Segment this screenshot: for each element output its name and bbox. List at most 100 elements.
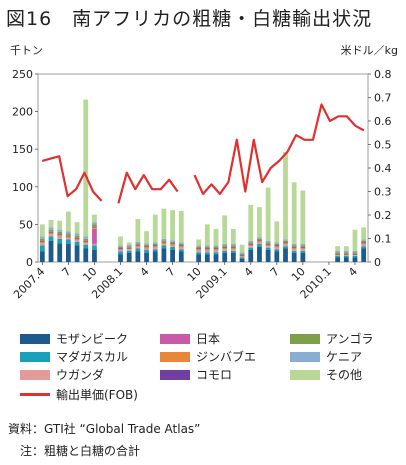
bar-segment — [248, 204, 254, 241]
bar-segment — [126, 252, 132, 262]
bar-segment — [257, 246, 262, 262]
legend-item: その他 — [290, 366, 362, 383]
bar-segment — [239, 253, 245, 256]
bar-segment — [57, 243, 63, 262]
bar-segment — [152, 247, 158, 250]
x-axis-tick-label: 4 — [346, 265, 360, 279]
bar-segment — [343, 246, 349, 251]
bar-segment — [66, 239, 71, 244]
bar-segment — [66, 233, 71, 236]
bar-segment — [178, 210, 184, 243]
bar-segment — [231, 245, 236, 247]
bar-segment — [343, 255, 349, 258]
bar-segment — [300, 247, 306, 250]
bar-segment — [135, 241, 141, 244]
bar-segment — [92, 222, 97, 225]
bar-segment — [257, 240, 262, 241]
bar-segment — [48, 227, 54, 230]
bar-segment — [300, 245, 306, 247]
bar-segment — [291, 246, 297, 248]
bar-segment — [74, 240, 80, 242]
bar-segment — [92, 245, 97, 250]
bar-segment — [283, 240, 288, 243]
bar-segment — [248, 246, 254, 248]
bar-segment — [144, 246, 149, 247]
right-axis-tick-label: 0.8 — [374, 68, 392, 81]
legend-label: 日本 — [196, 332, 221, 346]
bar-segment — [274, 246, 280, 248]
bar-segment — [196, 246, 202, 249]
bar-segment — [135, 246, 141, 249]
bar-segment — [144, 246, 149, 249]
legend-label: その他 — [326, 368, 363, 382]
bar-segment — [66, 211, 71, 232]
bar-segment — [144, 249, 149, 253]
bar-segment — [66, 235, 71, 237]
bar-segment — [178, 249, 184, 252]
bar-segment — [239, 258, 245, 262]
bar-segment — [239, 255, 245, 256]
bar-segment — [48, 229, 54, 232]
bar-segment — [291, 249, 297, 251]
bar-segment — [257, 207, 262, 238]
bar-segment — [361, 243, 367, 245]
bar-segment — [283, 246, 288, 249]
bar-segment — [74, 235, 80, 238]
left-axis-tick-label: 100 — [12, 181, 33, 194]
bar-segment — [118, 254, 123, 262]
bar-segment — [161, 242, 167, 244]
bar-segment — [152, 249, 158, 252]
footnote: 注：粗糖と白糖の合計 — [20, 444, 141, 458]
bar-segment — [343, 250, 349, 253]
bar-segment — [144, 243, 149, 245]
bar-segment — [66, 231, 71, 234]
bar-segment — [196, 248, 202, 250]
bar-segment — [118, 248, 123, 250]
legend-label: コモロ — [196, 368, 233, 382]
legend-item: マダガスカル — [20, 348, 128, 365]
bar-segment — [152, 243, 158, 246]
bar-segment — [48, 236, 54, 241]
x-axis-tick-label: 4 — [242, 265, 256, 279]
legend-swatch — [20, 351, 50, 362]
bar-segment — [265, 244, 271, 247]
bar-segment — [231, 249, 236, 251]
bar-segment — [161, 243, 167, 246]
bar-segment — [300, 250, 306, 253]
right-axis-tick-label: 0.7 — [374, 92, 392, 105]
left-axis-tick-label: 250 — [12, 68, 33, 81]
bar-segment — [126, 244, 132, 247]
left-axis-tick-label: 50 — [19, 218, 33, 231]
bar-segment — [291, 243, 297, 246]
bar-segment — [170, 210, 175, 241]
bar-segment — [118, 246, 123, 249]
bar-segment — [291, 252, 297, 262]
bar-segment — [118, 249, 123, 250]
bar-segment — [161, 208, 167, 239]
x-axis-tick-label: 10 — [80, 265, 99, 284]
right-axis-tick-label: 0.1 — [374, 233, 392, 246]
legend-item: コモロ — [160, 366, 232, 383]
bar-segment — [152, 245, 158, 247]
bar-segment — [222, 252, 228, 262]
bar-segment — [291, 245, 297, 247]
bar-segment — [135, 243, 141, 245]
bar-segment — [74, 222, 80, 234]
bar-segment — [48, 219, 54, 228]
bar-segment — [178, 251, 184, 262]
bar-segment — [274, 249, 280, 252]
bar-segment — [57, 234, 63, 237]
bar-segment — [161, 238, 167, 241]
legend-label: アンゴラ — [326, 332, 374, 346]
bar-segment — [57, 231, 63, 235]
bar-segment — [161, 240, 167, 242]
bar-segment — [178, 246, 184, 248]
x-axis-tick-label: 10 — [185, 265, 204, 284]
bar-segment — [283, 243, 288, 245]
bar-segment — [213, 254, 219, 262]
bar-segment — [231, 246, 236, 248]
legend-item: 日本 — [160, 330, 220, 347]
legend-item: ジンバブエ — [160, 348, 256, 365]
x-axis-tick-label: 2007.4 — [11, 265, 47, 301]
